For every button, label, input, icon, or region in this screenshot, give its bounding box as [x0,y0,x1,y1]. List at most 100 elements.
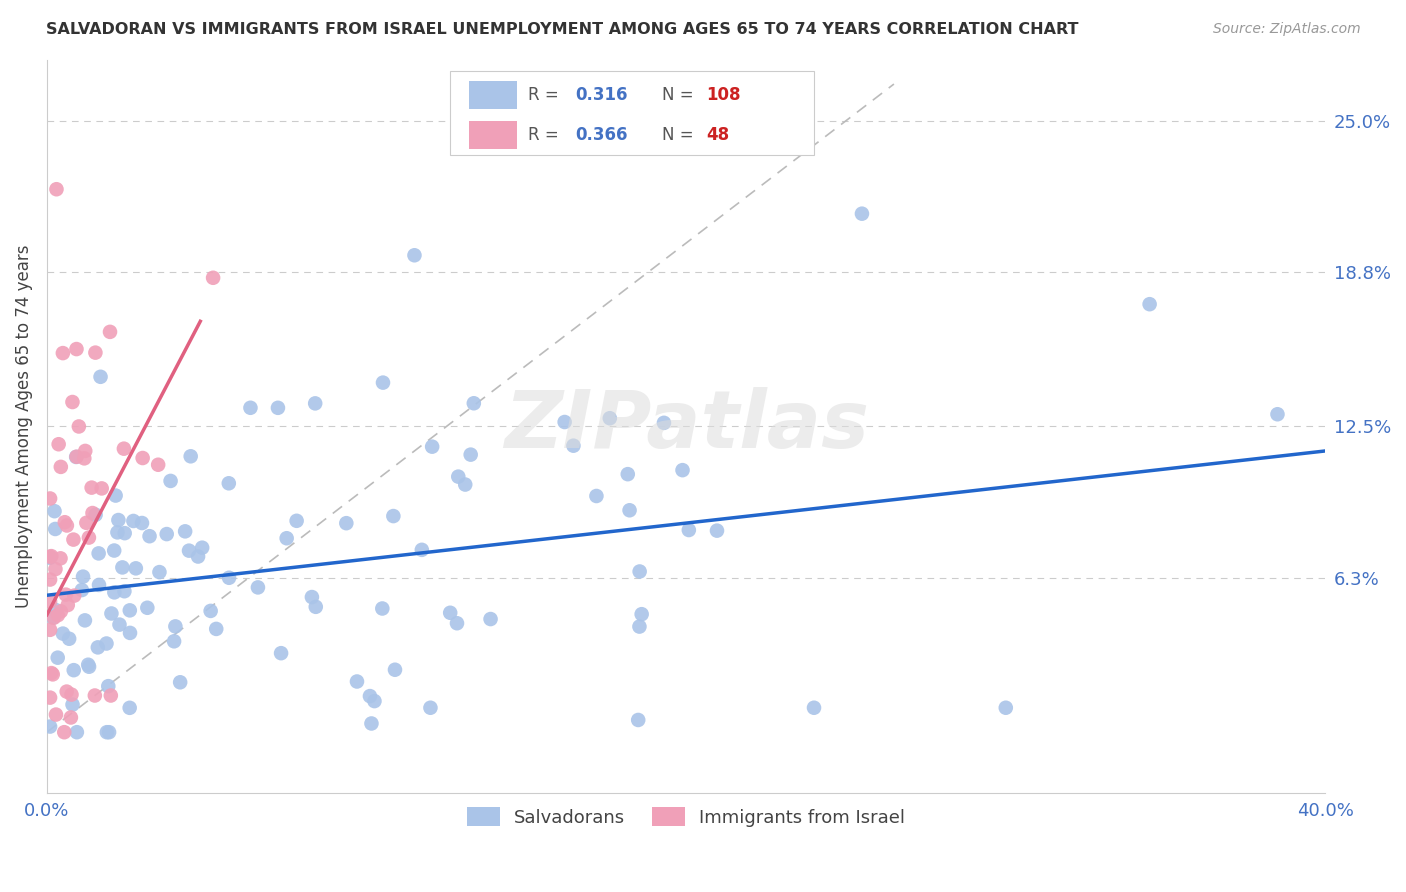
Point [304,396,326,410]
Point [72,569,94,583]
Point [200,604,222,618]
Point [678,523,700,537]
Point [118,701,141,715]
Point [169,675,191,690]
Point [619,503,641,517]
Point [100,689,122,703]
Point [112,442,135,456]
Point [359,689,381,703]
Point [77,657,100,672]
Point [108,617,131,632]
Point [46,608,69,623]
Point [148,565,170,579]
Point [446,616,468,631]
Point [187,549,209,564]
Point [177,543,200,558]
Point [627,713,650,727]
Point [616,467,638,482]
Point [404,248,426,262]
Point [131,450,153,465]
Point [58,632,80,646]
Point [44,562,66,576]
Point [83,689,105,703]
Point [82,506,104,520]
Point [267,401,290,415]
Text: 108: 108 [707,86,741,103]
Text: R =: R = [527,126,564,145]
Point [45,182,67,196]
Point [52,346,75,360]
Point [77,659,100,673]
Text: 48: 48 [707,126,730,145]
Point [239,401,262,415]
Point [39,690,62,705]
Point [39,594,62,608]
Point [55,588,77,602]
Point [218,571,240,585]
Point [420,440,443,454]
Point [65,450,87,464]
Point [463,396,485,410]
Point [42,667,65,681]
Point [65,342,87,356]
Point [439,606,461,620]
Text: N =: N = [662,126,699,145]
Point [131,516,153,530]
Point [62,663,84,677]
Point [59,710,82,724]
Point [165,619,187,633]
Point [419,700,441,714]
Point [41,549,63,563]
Point [53,515,76,529]
Point [159,474,181,488]
Point [104,489,127,503]
Point [73,613,96,627]
Point [363,694,385,708]
Point [87,640,110,655]
Point [39,573,62,587]
Point [460,448,482,462]
Point [39,623,62,637]
FancyBboxPatch shape [450,70,814,155]
Point [44,522,66,536]
Point [107,513,129,527]
Point [45,603,67,617]
Point [97,679,120,693]
Point [630,607,652,622]
Point [191,541,214,555]
Point [118,626,141,640]
FancyBboxPatch shape [468,81,517,109]
Point [42,611,65,625]
Point [454,477,477,491]
Point [46,650,69,665]
Point [66,725,89,739]
Point [60,688,83,702]
Point [218,476,240,491]
Text: N =: N = [662,86,699,103]
Text: Source: ZipAtlas.com: Source: ZipAtlas.com [1213,22,1361,37]
Point [62,395,84,409]
Point [246,581,269,595]
Point [111,560,134,574]
Point [39,720,62,734]
Point [305,599,328,614]
Point [63,589,86,603]
Point [447,469,470,483]
Point [118,603,141,617]
Point [62,698,84,712]
Point [585,489,607,503]
Point [45,707,67,722]
Point [706,524,728,538]
Point [48,437,70,451]
Point [125,561,148,575]
Point [371,601,394,615]
Point [479,612,502,626]
Point [87,578,110,592]
Point [67,419,90,434]
Point [80,481,103,495]
Point [803,700,825,714]
Point [628,619,651,633]
Point [384,663,406,677]
Point [851,207,873,221]
FancyBboxPatch shape [468,121,517,149]
